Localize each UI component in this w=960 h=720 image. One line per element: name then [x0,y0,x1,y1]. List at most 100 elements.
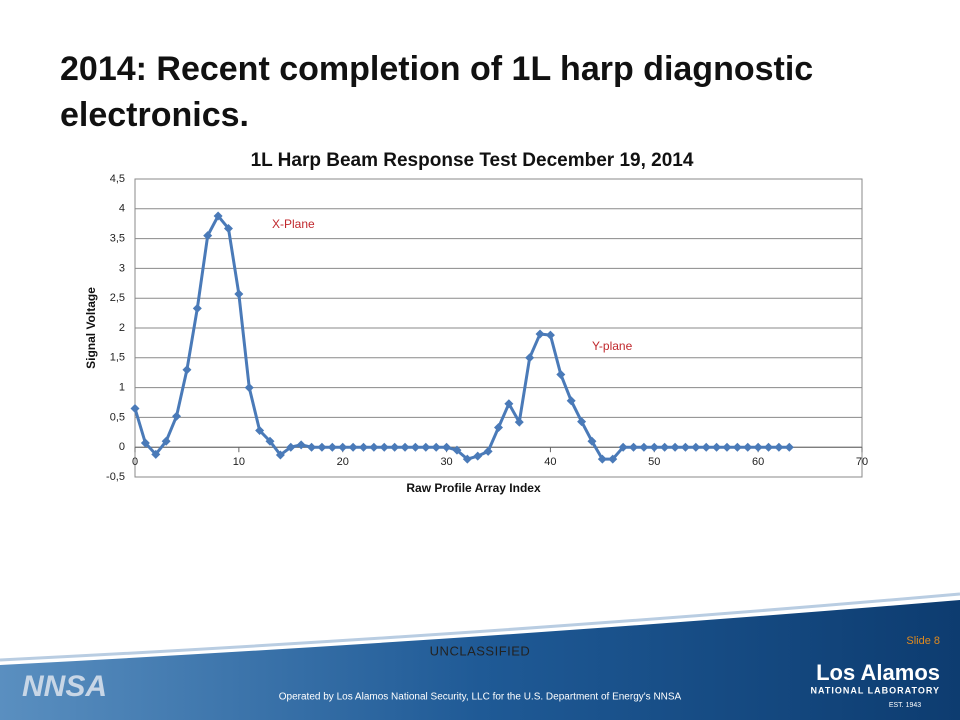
y-tick-label: -0,5 [106,471,125,483]
data-point [130,403,140,413]
data-point [670,442,680,452]
footer-swoosh [0,592,960,662]
data-point [732,442,742,452]
data-point [265,436,275,446]
data-point [691,442,701,452]
y-tick-label: 1,5 [110,352,125,364]
data-point [525,353,535,363]
data-point [743,442,753,452]
data-point [473,451,483,461]
y-tick-label: 0,5 [110,411,125,423]
data-point [358,442,368,452]
data-point [556,369,566,379]
data-point [618,442,628,452]
data-point [587,436,597,446]
data-point [400,442,410,452]
lab-est: EST. 1943 [889,702,921,709]
annotation: Y-plane [592,339,633,353]
data-point [234,289,244,299]
data-point [753,442,763,452]
data-point [452,445,462,455]
y-tick-label: 0 [119,441,125,453]
data-point [597,454,607,464]
data-point [494,423,503,433]
data-point [275,450,285,460]
data-point [338,442,348,452]
data-point [172,411,182,421]
x-tick-label: 20 [337,456,349,468]
data-point [151,449,161,459]
data-point [545,330,555,340]
data-point [421,442,431,452]
data-point [535,329,545,339]
chart-title: 1L Harp Beam Response Test December 19, … [251,150,694,171]
lab-name: Los Alamos [816,660,940,685]
x-tick-label: 60 [752,456,764,468]
data-point [722,442,732,452]
y-tick-label: 1 [119,382,125,394]
y-tick-label: 3 [119,262,125,274]
data-point [442,442,452,452]
x-tick-label: 30 [440,456,452,468]
data-point [307,442,317,452]
data-point [462,454,472,464]
slide-title: 2014: Recent completion of 1L harp diagn… [60,50,814,134]
data-point [182,365,192,375]
data-point [483,446,493,456]
lab-subtitle: NATIONAL LABORATORY [811,685,941,695]
data-point [244,383,254,393]
series-line [133,213,790,461]
data-point [639,442,649,452]
data-point [379,442,389,452]
data-point [296,440,306,450]
y-tick-label: 4 [119,203,125,215]
data-point [410,442,420,452]
y-tick-label: 3,5 [110,233,125,245]
data-point [566,396,576,406]
x-tick-label: 10 [233,456,245,468]
data-point [348,442,358,452]
data-point [223,223,233,233]
data-point [680,442,690,452]
data-point [192,303,202,313]
data-point [504,399,514,409]
data-point [712,442,722,452]
data-point [390,442,400,452]
data-point [369,442,379,452]
data-point [629,442,639,452]
y-tick-label: 2,5 [110,292,125,304]
data-point [774,442,784,452]
data-point [701,442,711,452]
data-point [317,442,327,452]
x-tick-label: 40 [544,456,556,468]
data-point [213,211,223,221]
classification: UNCLASSIFIED [430,643,531,658]
x-tick-label: 70 [856,456,868,468]
footer-band [0,600,960,720]
x-tick-label: 50 [648,456,660,468]
data-point [764,442,774,452]
data-point [161,436,171,446]
data-point [255,426,265,436]
slide-number: Slide 8 [906,635,940,647]
data-point [784,442,794,452]
data-point [286,442,296,452]
data-point [203,231,213,241]
data-point [514,417,524,427]
data-point [660,442,670,452]
data-point [577,417,587,427]
data-point [140,438,150,448]
data-point [608,454,618,464]
operator-note: Operated by Los Alamos National Security… [279,692,682,703]
nnsa-logo: NNSA [22,670,107,703]
data-point [649,442,659,452]
y-axis-label: Signal Voltage [84,287,98,369]
data-point [431,442,441,452]
y-tick-label: 2 [119,322,125,334]
x-axis-label: Raw Profile Array Index [406,481,541,495]
annotation: X-Plane [272,217,315,231]
data-point [327,442,337,452]
y-tick-label: 4,5 [110,173,125,185]
